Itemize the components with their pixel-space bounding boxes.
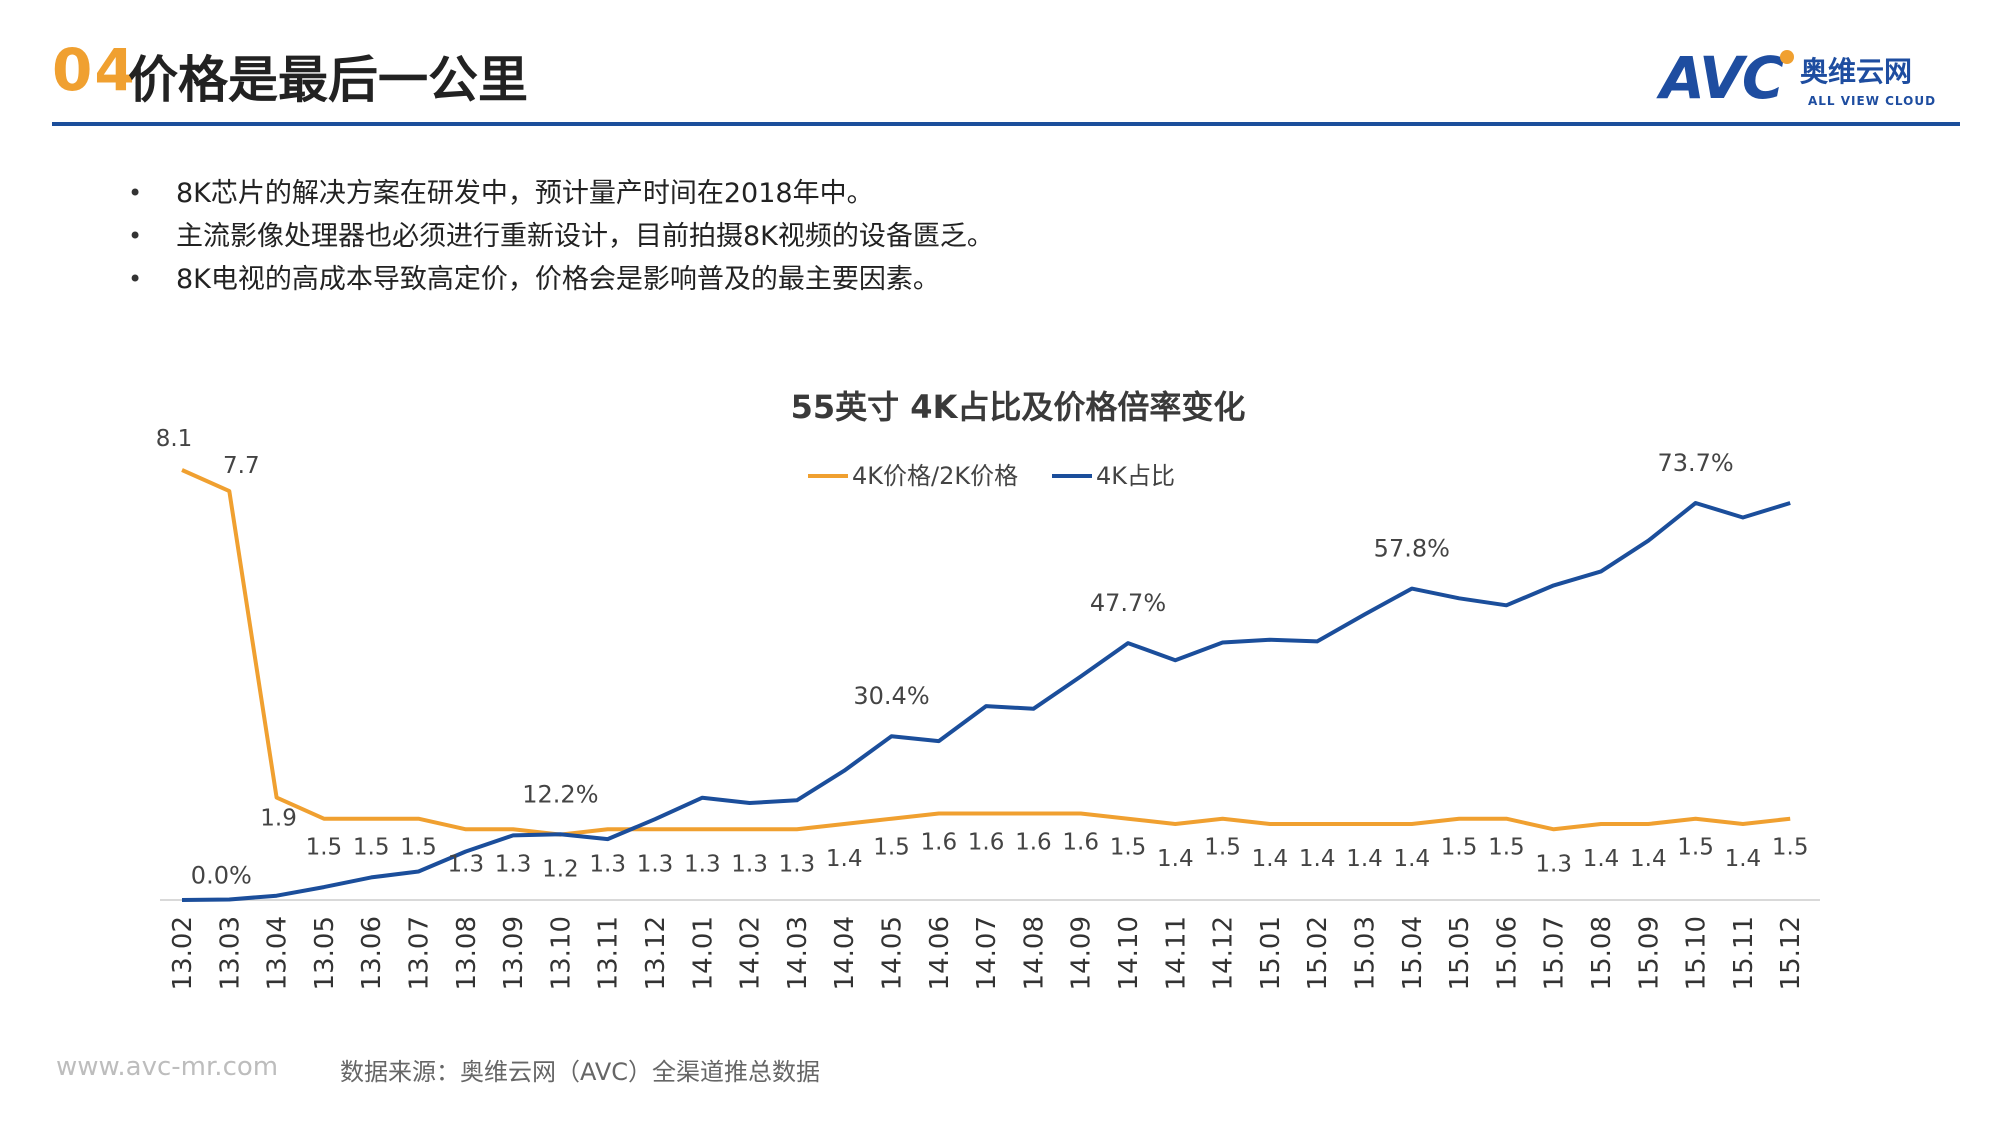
- data-label-price-ratio: 1.4: [1299, 846, 1336, 872]
- x-tick-label: 15.08: [1587, 916, 1617, 990]
- x-tick-label: 15.10: [1682, 916, 1712, 990]
- data-label-price-ratio: 1.3: [637, 851, 674, 877]
- legend-label-price-ratio: 4K价格/2K价格: [852, 462, 1018, 490]
- bullet-item: 主流影像处理器也必须进行重新设计，目前拍摄8K视频的设备匮乏。: [120, 215, 994, 258]
- data-label-price-ratio: 1.5: [1110, 835, 1147, 861]
- data-label-price-ratio: 1.9: [260, 806, 297, 832]
- data-label-price-ratio: 8.1: [156, 426, 193, 452]
- data-label-price-ratio: 1.4: [1394, 846, 1431, 872]
- data-label-price-ratio: 1.5: [1441, 835, 1478, 861]
- x-tick-label: 15.06: [1492, 916, 1522, 990]
- x-tick-label: 13.12: [641, 916, 671, 990]
- x-tick-label: 15.12: [1776, 916, 1806, 990]
- data-label-price-ratio: 1.4: [1630, 846, 1667, 872]
- x-tick-label: 14.07: [972, 916, 1002, 990]
- data-label-price-ratio: 1.6: [1062, 829, 1099, 855]
- data-label-4k-share: 57.8%: [1374, 535, 1450, 563]
- data-label-price-ratio: 1.5: [1488, 835, 1525, 861]
- x-tick-label: 14.09: [1067, 916, 1097, 990]
- x-tick-label: 13.08: [452, 916, 482, 990]
- header-divider: [52, 122, 1960, 126]
- x-tick-label: 15.03: [1351, 916, 1381, 990]
- data-label-price-ratio: 1.6: [968, 829, 1005, 855]
- x-tick-label: 13.02: [168, 916, 198, 990]
- x-tick-label: 13.03: [215, 916, 245, 990]
- data-label-price-ratio: 7.7: [223, 453, 260, 479]
- x-tick-label: 14.01: [688, 916, 718, 990]
- page-title: 价格是最后一公里: [128, 51, 528, 109]
- data-label-price-ratio: 1.3: [1535, 851, 1572, 877]
- data-label-price-ratio: 1.4: [1725, 846, 1762, 872]
- x-tick-label: 15.01: [1256, 916, 1286, 990]
- x-tick-label: 15.04: [1398, 916, 1428, 990]
- bullet-list: 8K芯片的解决方案在研发中，预计量产时间在2018年中。 主流影像处理器也必须进…: [120, 172, 994, 301]
- x-tick-label: 14.11: [1161, 916, 1191, 990]
- x-tick-label: 14.03: [783, 916, 813, 990]
- data-label-4k-share: 30.4%: [853, 682, 929, 710]
- line-chart: 55英寸 4K占比及价格倍率变化 4K价格/2K价格 4K占比 13.02 13.03 1…: [156, 388, 1820, 990]
- chart-title: 55英寸 4K占比及价格倍率变化: [791, 388, 1246, 426]
- x-tick-label: 13.05: [310, 916, 340, 990]
- data-label-4k-share: 73.7%: [1657, 449, 1733, 477]
- data-label-price-ratio: 1.5: [306, 835, 343, 861]
- x-tick-label: 15.11: [1729, 916, 1759, 990]
- x-tick-label: 14.05: [878, 916, 908, 990]
- data-label-price-ratio: 1.4: [1346, 846, 1383, 872]
- footer-url: www.avc-mr.com: [56, 1052, 279, 1082]
- series-line-4k-share: [181, 501, 1791, 902]
- series-line-price-ratio: [181, 468, 1791, 837]
- data-label-price-ratio: 1.4: [1583, 846, 1620, 872]
- x-tick-label: 13.06: [357, 916, 387, 990]
- bullet-item: 8K芯片的解决方案在研发中，预计量产时间在2018年中。: [120, 172, 994, 215]
- data-label-4k-share: 0.0%: [191, 861, 252, 889]
- data-label-price-ratio: 1.6: [921, 829, 958, 855]
- data-label-price-ratio: 1.5: [353, 835, 390, 861]
- data-label-price-ratio: 1.3: [779, 851, 816, 877]
- x-tick-label: 14.06: [925, 916, 955, 990]
- data-label-price-ratio: 1.3: [684, 851, 721, 877]
- data-label-price-ratio: 1.4: [1252, 846, 1289, 872]
- data-label-price-ratio: 1.5: [873, 835, 910, 861]
- x-tick-label: 14.10: [1114, 916, 1144, 990]
- x-tick-label: 14.12: [1209, 916, 1239, 990]
- section-number: 04: [52, 36, 137, 104]
- slide-header: 04 价格是最后一公里 AVC 奥维云网 ALL VIEW CLOUD: [52, 30, 1960, 126]
- data-label-price-ratio: 1.5: [400, 835, 437, 861]
- x-tick-label: 13.04: [263, 916, 293, 990]
- logo-dot-icon: [1780, 50, 1794, 64]
- x-tick-label: 14.04: [830, 916, 860, 990]
- logo-cn: 奥维云网: [1800, 55, 1913, 88]
- data-label-price-ratio: 1.3: [589, 851, 626, 877]
- data-label-price-ratio: 1.3: [448, 851, 485, 877]
- data-label-price-ratio: 1.5: [1772, 835, 1809, 861]
- x-tick-label: 13.07: [405, 916, 435, 990]
- bullet-item: 8K电视的高成本导致高定价，价格会是影响普及的最主要因素。: [120, 258, 994, 301]
- data-source: 数据来源：奥维云网（AVC）全渠道推总数据: [340, 1058, 821, 1086]
- data-label-4k-share: 12.2%: [522, 780, 598, 808]
- logo-mark: AVC: [1660, 44, 1784, 112]
- avc-logo: AVC 奥维云网 ALL VIEW CLOUD: [1660, 44, 1960, 114]
- x-tick-label: 15.05: [1445, 916, 1475, 990]
- x-tick-label: 14.02: [736, 916, 766, 990]
- x-tick-label: 14.08: [1019, 916, 1049, 990]
- data-label-price-ratio: 1.6: [1015, 829, 1052, 855]
- data-label-price-ratio: 1.3: [495, 851, 532, 877]
- x-tick-label: 13.09: [499, 916, 529, 990]
- x-tick-label: 15.02: [1303, 916, 1333, 990]
- data-label-price-ratio: 1.5: [1677, 835, 1714, 861]
- x-tick-label: 15.09: [1634, 916, 1664, 990]
- logo-en: ALL VIEW CLOUD: [1808, 94, 1937, 108]
- x-tick-label: 13.11: [594, 916, 624, 990]
- data-label-4k-share: 47.7%: [1090, 589, 1166, 617]
- legend-label-4k-share: 4K占比: [1096, 462, 1175, 490]
- data-label-price-ratio: 1.3: [731, 851, 768, 877]
- data-label-price-ratio: 1.4: [826, 846, 863, 872]
- x-tick-label: 13.10: [546, 916, 576, 990]
- x-tick-label: 15.07: [1540, 916, 1570, 990]
- data-label-price-ratio: 1.2: [542, 857, 579, 883]
- data-label-price-ratio: 1.4: [1157, 846, 1194, 872]
- data-label-price-ratio: 1.5: [1204, 835, 1241, 861]
